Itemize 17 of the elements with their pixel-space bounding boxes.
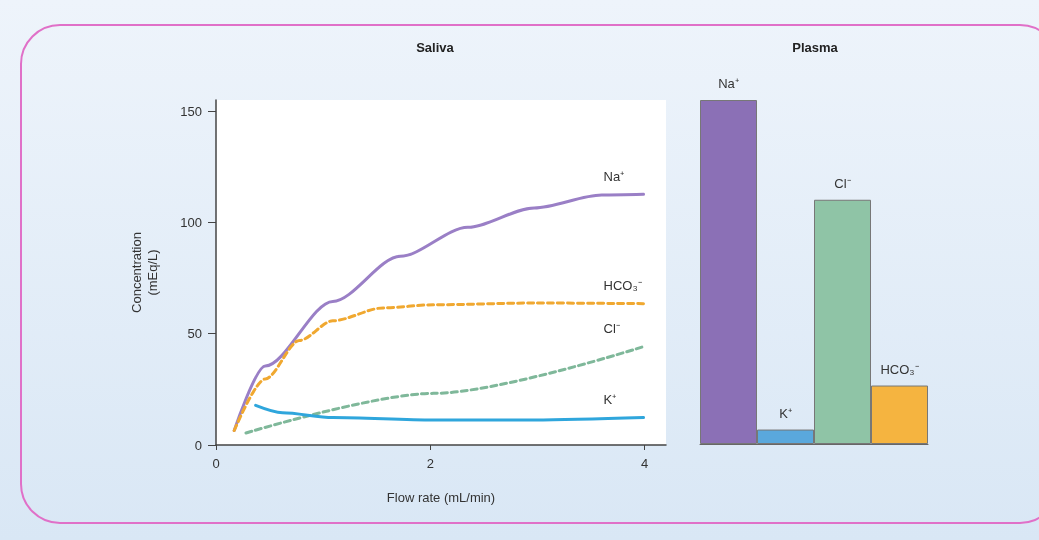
series-label: HCO₃⁻	[603, 278, 642, 294]
x-tick-label: 4	[640, 456, 649, 471]
chart-title: Plasma	[792, 40, 839, 55]
x-axis-title: Flow rate (mL/min)	[386, 490, 496, 505]
series-label: Na⁺	[603, 168, 625, 184]
y-tick-label: 100	[180, 214, 202, 230]
y-tick-label: 0	[194, 437, 202, 453]
series-label: Cl⁻	[603, 321, 620, 337]
series-label: K⁺	[603, 392, 617, 408]
x-tick-label: 0	[212, 456, 220, 471]
y-axis-title: Concentration (mEq/L)	[128, 232, 160, 313]
x-tick-label: 2	[426, 456, 434, 471]
y-tick-label: 50	[187, 326, 202, 342]
chart-title: Saliva	[416, 40, 455, 55]
y-tick-label: 150	[180, 103, 202, 119]
line-series	[254, 403, 645, 422]
line-series	[232, 301, 645, 433]
